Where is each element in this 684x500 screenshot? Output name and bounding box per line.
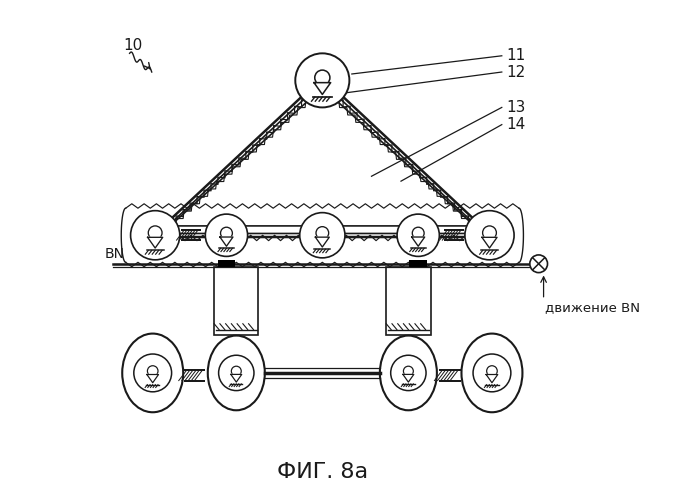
Circle shape	[295, 54, 350, 108]
Polygon shape	[148, 238, 163, 248]
Bar	[386, 267, 430, 334]
Ellipse shape	[462, 334, 523, 412]
Text: ФИГ. 8а: ФИГ. 8а	[277, 462, 368, 482]
Circle shape	[465, 210, 514, 260]
Polygon shape	[147, 374, 159, 382]
Polygon shape	[315, 237, 329, 247]
Polygon shape	[220, 237, 233, 246]
Text: движение BN: движение BN	[544, 301, 640, 314]
Ellipse shape	[122, 334, 183, 412]
Polygon shape	[412, 237, 425, 246]
Polygon shape	[403, 374, 414, 382]
Circle shape	[134, 354, 172, 392]
Bar	[218, 260, 235, 267]
Polygon shape	[231, 374, 241, 382]
Text: 13: 13	[507, 100, 526, 115]
Text: 10: 10	[123, 38, 142, 54]
Polygon shape	[482, 238, 497, 248]
Circle shape	[473, 354, 511, 392]
Circle shape	[530, 255, 547, 272]
Circle shape	[219, 355, 254, 390]
Circle shape	[131, 210, 180, 260]
Polygon shape	[486, 374, 498, 382]
Ellipse shape	[380, 336, 437, 410]
Text: BN: BN	[105, 247, 125, 261]
Ellipse shape	[208, 336, 265, 410]
Circle shape	[397, 214, 439, 256]
Bar	[214, 267, 259, 334]
Text: 12: 12	[507, 64, 526, 80]
Text: 14: 14	[507, 117, 526, 132]
Circle shape	[391, 355, 426, 390]
Bar	[409, 260, 427, 267]
Circle shape	[205, 214, 248, 256]
Text: 11: 11	[507, 48, 526, 64]
Polygon shape	[314, 82, 330, 94]
Circle shape	[300, 212, 345, 258]
